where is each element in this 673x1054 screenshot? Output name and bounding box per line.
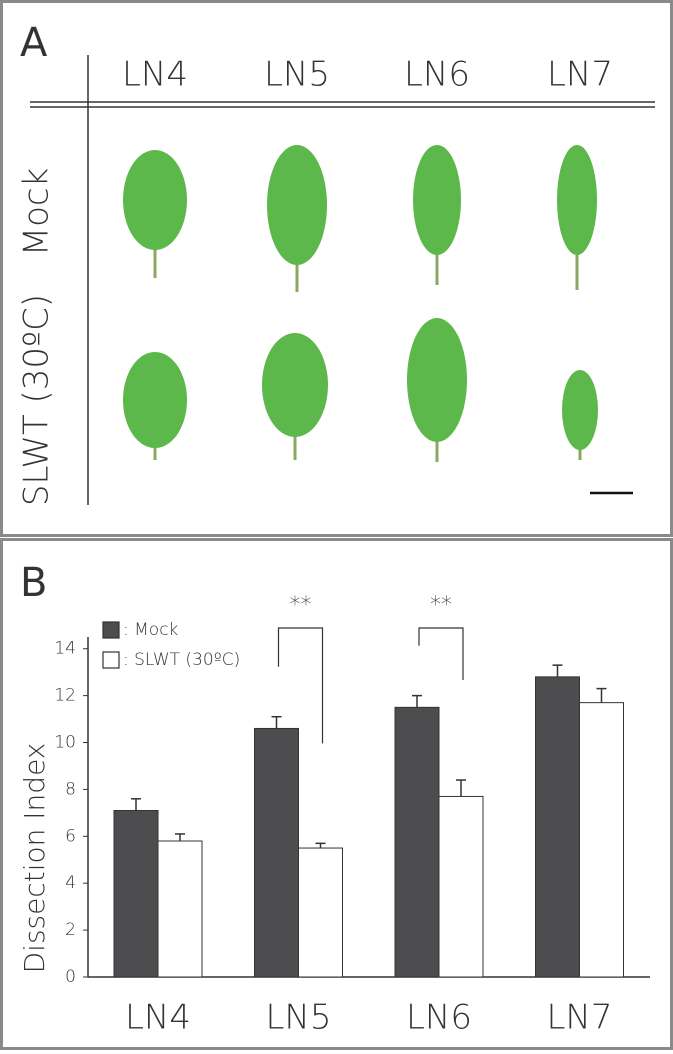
- legend-label: : Mock: [123, 620, 179, 640]
- significance-label: **: [430, 593, 452, 618]
- panel-label: B: [20, 560, 47, 606]
- bar: [394, 706, 440, 978]
- y-tick-label: 10: [54, 733, 76, 753]
- column-label: LN5: [264, 55, 330, 95]
- y-axis-title: Dissection Index: [18, 743, 51, 974]
- y-tick-label: 8: [65, 779, 76, 799]
- y-tick-label: 4: [65, 873, 76, 893]
- legend-label: : SLWT (30ºC): [123, 650, 240, 670]
- y-tick-label: 14: [54, 639, 76, 659]
- bar: [438, 795, 484, 978]
- column-label: LN6: [404, 55, 470, 95]
- row-label: SLWT (30ºC): [17, 294, 57, 506]
- leaves: [123, 145, 598, 462]
- significance-bracket: [277, 627, 324, 744]
- x-tick-label: LN6: [406, 998, 472, 1038]
- y-tick-label: 12: [54, 686, 76, 706]
- bar: [579, 702, 624, 978]
- x-tick-label: LN5: [265, 998, 331, 1038]
- legend-swatch: [102, 621, 120, 639]
- legend-swatch: [102, 651, 120, 669]
- y-tick-label: 6: [65, 826, 76, 846]
- column-label: LN7: [547, 55, 613, 95]
- y-tick-label: 2: [65, 920, 76, 940]
- significance-bracket: [418, 627, 464, 681]
- significance-label: **: [290, 593, 312, 618]
- y-tick-label: 0: [65, 967, 76, 987]
- bar: [113, 810, 159, 978]
- x-tick-label: LN7: [546, 998, 612, 1038]
- x-tick-label: LN4: [125, 998, 191, 1038]
- row-label: Mock: [17, 168, 57, 257]
- panel-a-border: [0, 0, 673, 537]
- bar: [298, 847, 343, 978]
- column-label: LN4: [122, 55, 188, 95]
- bar: [254, 727, 299, 978]
- panel-label: A: [20, 20, 48, 66]
- bar: [535, 676, 580, 978]
- bar: [157, 840, 203, 978]
- panel-b-border: [0, 538, 673, 1050]
